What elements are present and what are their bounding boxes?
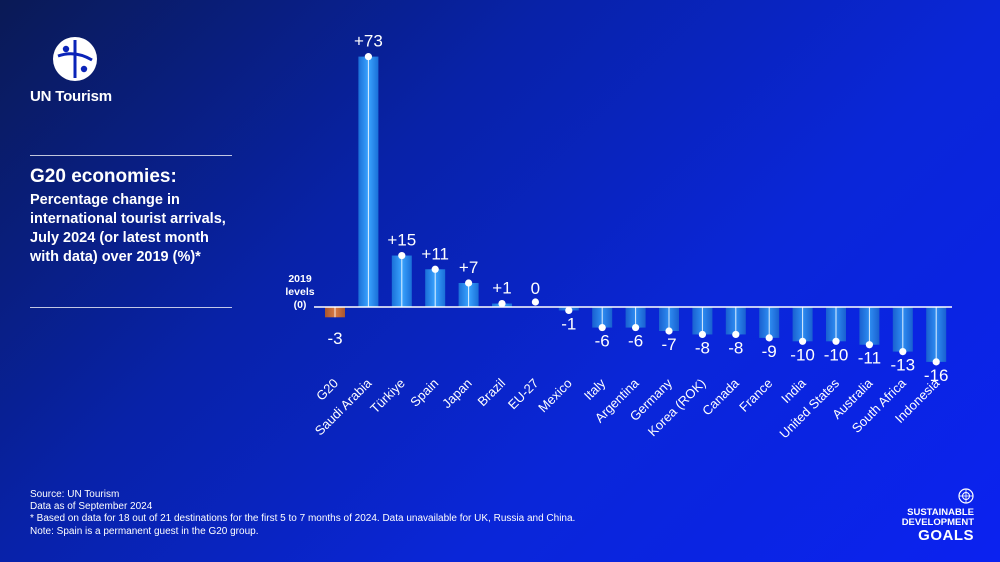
title-rule-top [30, 155, 232, 156]
value-label-germany: -7 [661, 335, 676, 354]
footnote-note: Note: Spain is a permanent guest in the … [30, 525, 259, 537]
bar-dot-spain [431, 265, 439, 273]
value-label-france: -9 [762, 342, 777, 361]
chart-title: G20 economies: Percentage change in inte… [30, 166, 235, 267]
category-label-t-rkiye: Türkiye [367, 376, 408, 417]
sdg-line3: GOALS [918, 527, 974, 544]
footnote-asterisk: * Based on data for 18 out of 21 destina… [30, 513, 576, 525]
bar-dot-argentina [632, 323, 640, 332]
bar-dot-mexico [565, 306, 573, 315]
footnote: Source: UN Tourism Data as of September … [30, 489, 575, 538]
title-rule-bottom [30, 307, 232, 308]
baseline-label-line3: (0) [294, 299, 307, 311]
chart-title-sub: Percentage change in international touri… [30, 192, 226, 265]
value-label-united-states: -10 [824, 345, 849, 364]
value-label-australia: -11 [858, 349, 881, 368]
value-label-canada: -8 [728, 338, 743, 357]
value-label-italy: -6 [595, 332, 610, 351]
bar-dot-south-africa [899, 347, 907, 356]
un-emblem-icon [958, 488, 974, 504]
value-label-india: -10 [790, 345, 815, 364]
category-label-france: France [736, 376, 775, 415]
bar-dot-t-rkiye [398, 251, 406, 260]
value-label-eu-27: 0 [531, 279, 540, 298]
un-tourism-logo-icon [53, 37, 97, 81]
bar-dot-eu-27 [531, 298, 540, 306]
value-label-spain: +11 [421, 244, 449, 263]
category-label-brazil: Brazil [475, 375, 509, 409]
category-label-italy: Italy [581, 375, 609, 403]
value-label-korea-rok: -8 [695, 338, 710, 357]
chart-title-main: G20 economies: [30, 166, 177, 187]
bar-dot-india [799, 337, 807, 345]
bar-dot-korea-rok [698, 330, 707, 339]
bar-dot-indonesia [932, 358, 940, 366]
baseline-label-line2: levels [285, 286, 314, 298]
category-label-g20: G20 [313, 376, 341, 404]
category-label-canada: Canada [699, 375, 742, 418]
baseline-label-line1: 2019 [288, 273, 312, 285]
value-label-saudi-arabia: +73 [354, 32, 383, 51]
bar-dot-canada [732, 330, 740, 339]
value-label-mexico: -1 [561, 314, 576, 333]
bar-dot-brazil [498, 299, 506, 308]
category-label-spain: Spain [407, 376, 441, 410]
category-label-mexico: Mexico [535, 376, 575, 416]
footnote-date: Data as of September 2024 [30, 501, 153, 513]
value-label-g20: -3 [327, 329, 342, 348]
category-label-japan: Japan [439, 376, 475, 412]
bar-dot-italy [598, 323, 606, 332]
value-label-japan: +7 [459, 258, 478, 277]
value-label-t-rkiye: +15 [387, 231, 416, 250]
brand-name: UN Tourism [30, 88, 112, 105]
bar-dot-germany [665, 327, 673, 335]
sdg-line1: SUSTAINABLE [907, 507, 974, 518]
value-label-indonesia: -16 [924, 366, 949, 385]
bar-dot-australia [865, 341, 874, 349]
value-label-argentina: -6 [628, 332, 643, 351]
sdg-line2: DEVELOPMENT [901, 517, 974, 528]
footnote-source: Source: UN Tourism [30, 489, 120, 500]
bar-dot-japan [465, 279, 473, 287]
bar-dot-saudi-arabia [364, 53, 372, 61]
value-label-brazil: +1 [492, 279, 511, 298]
value-label-south-africa: -13 [891, 356, 916, 375]
bar-dot-united-states [832, 337, 840, 345]
bar-dot-france [765, 334, 773, 342]
